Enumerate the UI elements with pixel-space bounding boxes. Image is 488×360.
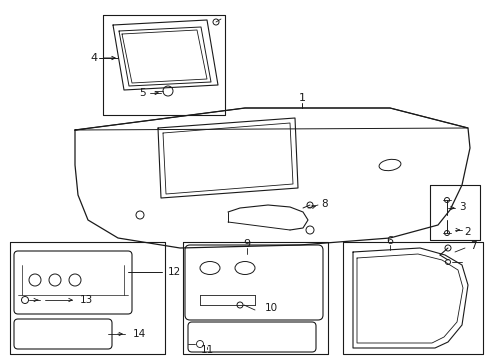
Text: 2: 2 bbox=[464, 227, 470, 237]
Text: 8: 8 bbox=[321, 199, 327, 209]
Text: 13: 13 bbox=[80, 295, 93, 305]
Text: 12: 12 bbox=[168, 267, 181, 277]
Text: 4: 4 bbox=[90, 53, 98, 63]
Text: 3: 3 bbox=[458, 202, 465, 212]
Text: 11: 11 bbox=[200, 345, 213, 355]
Text: 5: 5 bbox=[140, 88, 146, 98]
Text: 10: 10 bbox=[264, 303, 278, 313]
Text: 1: 1 bbox=[298, 93, 305, 103]
Text: 9: 9 bbox=[243, 239, 250, 249]
Text: 14: 14 bbox=[133, 329, 146, 339]
Text: 6: 6 bbox=[386, 236, 393, 246]
Text: 7: 7 bbox=[469, 241, 476, 251]
